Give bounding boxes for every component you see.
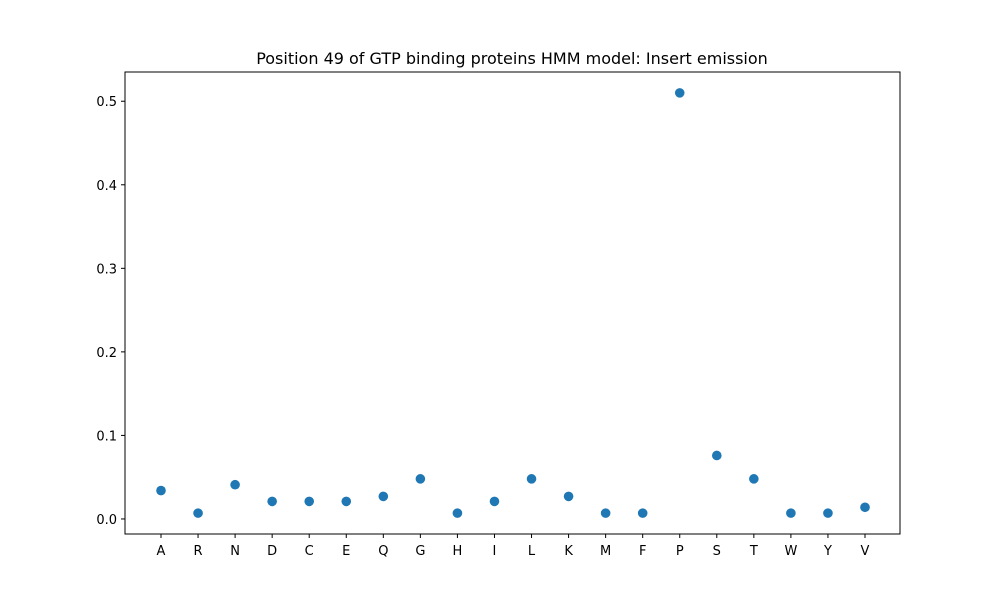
x-tick-label-S: S: [713, 544, 721, 559]
x-tick-label-M: M: [600, 544, 611, 559]
x-tick-label-H: H: [453, 544, 463, 559]
data-point-Q: [378, 491, 389, 502]
data-point-N: [230, 479, 240, 490]
y-tick-label: 0.4: [96, 179, 117, 194]
data-point-L: [526, 474, 537, 484]
data-point-D: [267, 496, 277, 507]
data-point-I: [489, 496, 500, 507]
y-tick-label: 0.5: [96, 95, 117, 110]
y-tick-label: 0.3: [96, 262, 117, 277]
data-point-M: [600, 508, 611, 518]
data-point-A: [156, 485, 166, 496]
x-tick-label-Q: Q: [378, 544, 388, 559]
data-point-T: [749, 474, 759, 484]
x-tick-label-I: I: [493, 544, 497, 559]
data-point-V: [860, 502, 870, 513]
x-tick-label-A: A: [157, 544, 166, 559]
chart-title: Position 49 of GTP binding proteins HMM …: [256, 49, 768, 68]
x-tick-label-G: G: [415, 544, 425, 559]
data-point-F: [637, 508, 648, 518]
data-point-E: [341, 496, 352, 507]
x-tick-label-V: V: [861, 544, 870, 559]
x-tick-label-L: L: [528, 544, 536, 559]
data-points: [156, 88, 870, 518]
x-tick-label-T: T: [749, 544, 758, 559]
y-tick-label: 0.2: [96, 346, 117, 361]
y-axis: 0.0 0.1 0.2 0.3 0.4 0.5: [96, 95, 125, 528]
data-point-H: [452, 508, 463, 518]
data-point-P: [674, 88, 685, 98]
x-tick-label-K: K: [564, 544, 573, 559]
x-tick-label-P: P: [676, 544, 684, 559]
data-point-C: [304, 496, 315, 507]
x-tick-label-R: R: [194, 544, 203, 559]
y-tick-label: 0.1: [96, 429, 117, 444]
x-tick-label-N: N: [230, 544, 240, 559]
y-tick-label: 0.0: [96, 513, 117, 528]
x-tick-label-E: E: [342, 544, 350, 559]
x-tick-label-W: W: [784, 544, 797, 559]
data-point-S: [711, 450, 722, 461]
x-tick-label-C: C: [305, 544, 314, 559]
x-tick-label-D: D: [267, 544, 277, 559]
data-point-R: [193, 508, 203, 518]
plot-area-frame: [124, 71, 901, 535]
x-tick-label-Y: Y: [823, 544, 832, 559]
x-tick-label-F: F: [639, 544, 646, 559]
data-point-Y: [823, 508, 833, 518]
data-point-W: [786, 508, 796, 518]
data-point-G: [415, 474, 426, 484]
data-point-K: [563, 491, 574, 502]
